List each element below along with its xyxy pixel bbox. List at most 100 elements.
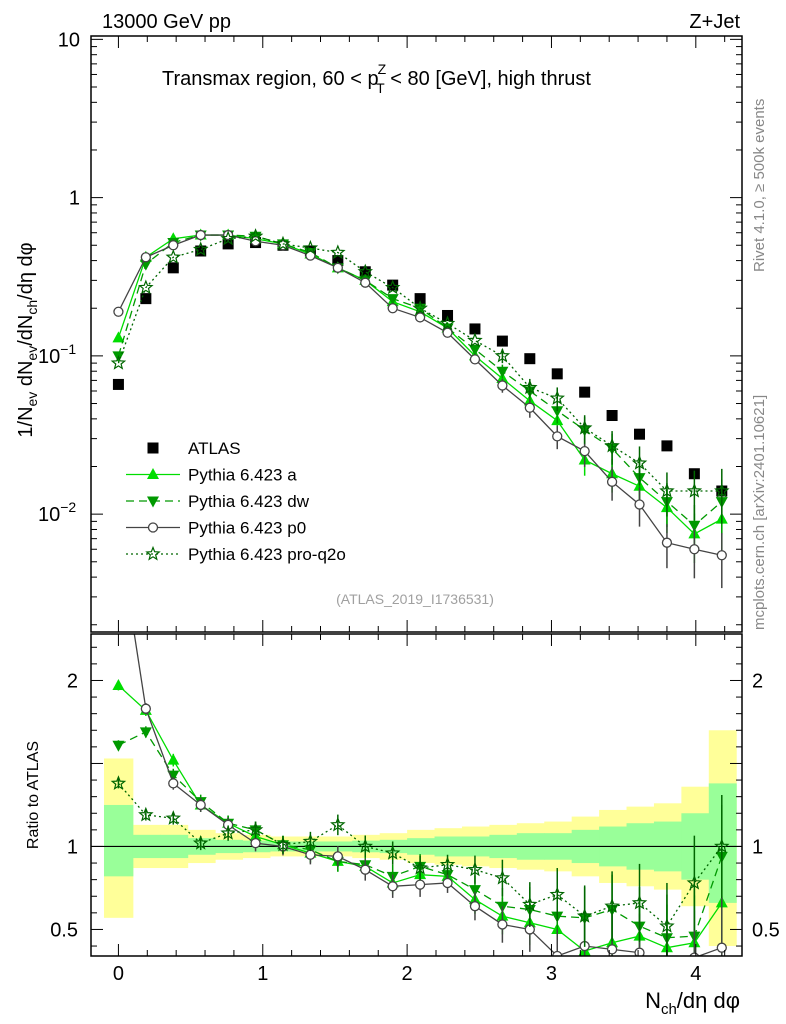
ratio-point-p0 — [606, 944, 618, 955]
ratio-y-axis-label: Ratio to ATLAS — [25, 741, 42, 849]
mcplots-label: mcplots.cern.ch [arXiv:2401.10621] — [751, 395, 768, 630]
ratio-point-pro — [330, 816, 346, 832]
ratio-point-p0 — [140, 703, 152, 714]
ratio-y-tick-label: 0.5 — [50, 919, 78, 941]
ratio-point-p0 — [414, 879, 426, 890]
ratio-point-pro — [659, 917, 675, 933]
main-point-pro — [412, 300, 428, 315]
ratio-point-pro — [247, 821, 264, 837]
main-point-dw — [386, 294, 399, 306]
main-point-pro — [631, 454, 648, 470]
legend-marker-atlas — [147, 442, 159, 454]
ratio-point-pro — [302, 833, 319, 849]
main-point-pro — [439, 315, 456, 331]
main-point-pro — [714, 482, 730, 498]
ratio-x-tick-label: 0 — [113, 963, 124, 985]
ratio-point-p0 — [469, 901, 481, 912]
ratio-point-pro — [522, 896, 538, 912]
ratio-x-tick-label: 2 — [402, 963, 413, 985]
main-point-pro — [549, 390, 565, 405]
main-point-p0 — [689, 544, 700, 555]
ratio-panel-bands — [91, 730, 742, 947]
ratio-point-pro — [357, 838, 374, 854]
plot-title-part-2: < 80 [GeV], high thrust — [385, 68, 592, 90]
plot-title: Transmax region, 60 < pZ T < 80 [GeV], hi… — [162, 61, 591, 96]
ratio-point-p0 — [168, 778, 179, 789]
ratio-point-pro — [384, 844, 401, 860]
ratio-point-pro — [604, 898, 620, 913]
ratio-point-pro — [439, 856, 456, 872]
main-point-pro — [467, 332, 483, 348]
ratio-point-pro — [412, 859, 428, 875]
main-point-p0 — [442, 327, 453, 338]
main-point-p0 — [579, 446, 590, 457]
main-point-p0 — [360, 277, 371, 288]
ratio-point-pro — [549, 886, 565, 902]
main-y-tick-label: 10 — [58, 29, 80, 51]
ratio-x-tick-label: 1 — [257, 963, 268, 985]
main-point-pro — [192, 241, 209, 257]
plot-title-superscript: Z — [378, 61, 387, 77]
ratio-point-p0 — [195, 799, 206, 811]
ratio-y-tick-label-right: 0.5 — [752, 919, 780, 941]
main-point-pro — [576, 419, 593, 435]
main-point-p0 — [414, 312, 426, 323]
main-point-atlas — [332, 255, 344, 267]
main-point-atlas — [140, 293, 152, 305]
legend-label-p0: Pythia 6.423 p0 — [188, 519, 306, 538]
legend-label-atlas: ATLAS — [188, 439, 241, 458]
main-point-atlas — [469, 323, 481, 335]
main-point-atlas — [524, 353, 536, 365]
main-point-dw — [468, 344, 481, 356]
main-line-a — [117, 234, 723, 535]
legend: ATLAS Pythia 6.423 a Pythia 6.423 dw Pythia… — [126, 439, 346, 564]
ratio-point-p0 — [634, 947, 645, 956]
legend-marker-a — [147, 468, 159, 479]
legend-label-dw: Pythia 6.423 dw — [188, 492, 310, 511]
header-energy-label: 13000 GeV pp — [102, 11, 231, 33]
ratio-point-pro — [110, 775, 127, 790]
ratio-point-p0 — [689, 952, 700, 956]
ratio-point-p0 — [716, 942, 727, 953]
main-y-tick-label: 1 — [69, 188, 80, 210]
ratio-point-p0 — [497, 919, 508, 930]
main-point-atlas — [112, 378, 124, 390]
ratio-point-pro — [714, 838, 730, 854]
main-point-p0 — [168, 240, 179, 251]
main-point-atlas — [661, 440, 673, 452]
ratio-point-pro — [138, 806, 154, 822]
ratio-point-pro — [275, 836, 291, 852]
main-point-atlas — [496, 335, 508, 347]
main-line-pro — [117, 235, 722, 492]
main-point-p0 — [332, 262, 343, 273]
main-point-atlas — [606, 410, 618, 422]
plot-title-subscript: T — [376, 80, 385, 96]
main-point-atlas — [634, 428, 646, 440]
main-y-tick-label-base: 10 — [38, 346, 60, 368]
main-y-tick-label: 10−1 — [38, 341, 76, 368]
main-panel-frame — [90, 35, 743, 633]
main-point-atlas — [167, 262, 179, 274]
main-y-axis-label: 1/Nev dNev/dNch/dη dφ — [15, 242, 40, 437]
ratio-point-pro — [576, 908, 593, 923]
ratio-point-p0 — [250, 837, 261, 849]
main-y-tick-label-exponent: −2 — [60, 499, 76, 515]
main-point-p0 — [524, 402, 535, 413]
ratio-point-a — [167, 753, 180, 765]
main-point-p0 — [661, 537, 673, 548]
main-point-atlas — [551, 368, 563, 380]
main-point-p0 — [387, 303, 398, 314]
main-point-dw — [688, 520, 701, 532]
main-point-p0 — [195, 229, 206, 241]
main-point-pro — [165, 249, 182, 264]
main-point-dw — [496, 366, 509, 378]
ratio-plot-series — [110, 634, 730, 956]
ratio-point-p0 — [387, 881, 398, 892]
legend-marker-p0 — [147, 522, 159, 533]
main-point-pro — [604, 437, 620, 453]
legend-marker-pro — [145, 545, 161, 561]
ratio-point-a — [112, 678, 125, 690]
plot-title-part-1: Transmax region, 60 < p — [162, 68, 379, 90]
ratio-point-p0 — [360, 864, 371, 875]
